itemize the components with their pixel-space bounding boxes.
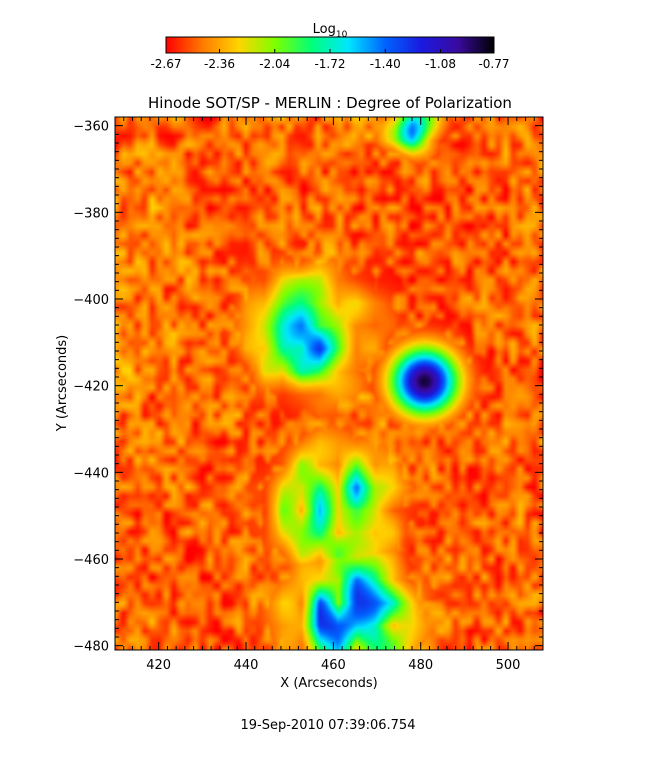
y-tick-label: −380 xyxy=(73,206,109,221)
y-axis-label: Y (Arcseconds) xyxy=(55,335,70,432)
colorbar-tick-label: -2.67 xyxy=(150,57,181,71)
colorbar-ticks: -2.67 -2.36 -2.04 -1.72 -1.40 -1.08 -0.77 xyxy=(150,49,510,71)
x-tick-label: 480 xyxy=(408,658,433,673)
x-tick-label: 500 xyxy=(496,658,521,673)
x-axis: 420 440 460 480 500 xyxy=(114,117,544,673)
colorbar-tick-label: -2.04 xyxy=(259,57,290,71)
chart-title: Hinode SOT/SP - MERLIN : Degree of Polar… xyxy=(148,94,512,112)
colorbar-tick-label: -2.36 xyxy=(204,57,235,71)
y-tick-label: −440 xyxy=(73,466,109,481)
colorbar: Log10 -2.67 -2.36 -2.04 -1.72 -1.40 -1.08 -0.7… xyxy=(150,22,509,71)
y-tick-label: −420 xyxy=(73,380,109,395)
plot-area: 420 440 460 480 500 −360 −380 −400 −420 −440 −460… xyxy=(73,116,544,673)
y-tick-label: −400 xyxy=(73,293,109,308)
x-tick-label: 460 xyxy=(321,658,346,673)
y-tick-label: −360 xyxy=(73,120,109,135)
colorbar-tick-label: -1.40 xyxy=(370,57,401,71)
x-tick-label: 440 xyxy=(234,658,259,673)
polarization-heatmap xyxy=(115,117,543,650)
colorbar-label: Log10 xyxy=(313,22,348,40)
colorbar-tick-label: -1.72 xyxy=(314,57,345,71)
y-tick-label: −480 xyxy=(73,640,109,655)
x-tick-label: 420 xyxy=(146,658,171,673)
timestamp: 19-Sep-2010 07:39:06.754 xyxy=(241,718,416,733)
colorbar-tick-label: -1.08 xyxy=(425,57,456,71)
plot-frame xyxy=(114,116,544,651)
colorbar-tick-label: -0.77 xyxy=(478,57,509,71)
x-axis-label: X (Arcseconds) xyxy=(280,676,377,691)
y-tick-label: −460 xyxy=(73,553,109,568)
y-axis: −360 −380 −400 −420 −440 −460 −480 xyxy=(73,116,543,655)
